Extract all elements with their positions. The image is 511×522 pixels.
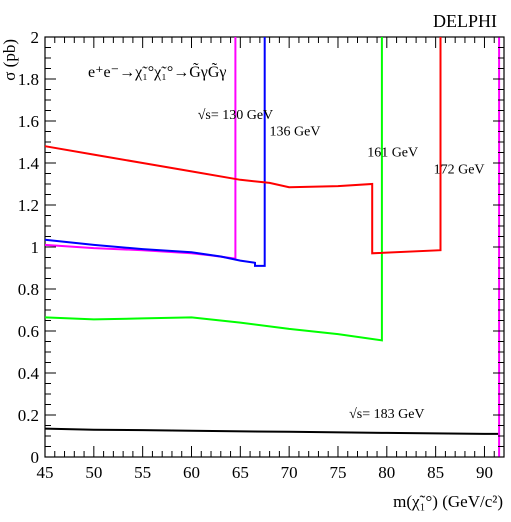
x-tick-label: 55: [134, 463, 151, 482]
ticks-layer: 45 50 55 60 65 70 75 80 85 90 0 0.2 0.4 0.6 0.8 1 1.2 1.4…: [18, 28, 505, 482]
x-tick-label: 60: [183, 463, 200, 482]
x-tick-label: 85: [427, 463, 444, 482]
y-tick-label: 0.6: [18, 322, 39, 341]
x-tick-label: 65: [232, 463, 249, 482]
y-tick-label: 0.2: [18, 406, 39, 425]
y-tick-label: 0.4: [18, 364, 40, 383]
energy-annotation-2: 161 GeV: [367, 146, 418, 161]
y-tick-label: 1.8: [18, 70, 39, 89]
y-axis-title: σ (pb): [0, 39, 19, 81]
x-tick-label: 90: [476, 463, 493, 482]
annotations-layer: √s= 130 GeV 136 GeV 161 GeV 172 GeV √s= 183 …: [198, 108, 485, 422]
energy-annotation-4: √s= 183 GeV: [349, 407, 424, 422]
x-tick-label: 75: [329, 463, 346, 482]
energy-annotation-3: 172 GeV: [434, 163, 485, 178]
y-tick-label: 1: [31, 238, 40, 257]
y-tick-label: 0: [31, 448, 40, 467]
y-tick-label: 1.4: [18, 154, 40, 173]
x-tick-label: 50: [85, 463, 102, 482]
x-tick-label: 80: [378, 463, 395, 482]
header-label: DELPHI: [433, 11, 497, 31]
reaction-label: e⁺e⁻→χ̃₁°χ̃₁°→G̃γG̃γ: [88, 63, 227, 81]
series-layer: [44, 37, 501, 457]
energy-annotation-0: √s= 130 GeV: [198, 108, 273, 123]
series-line-2: [44, 37, 383, 342]
energy-annotation-1: 136 GeV: [270, 125, 321, 140]
y-tick-label: 1.6: [18, 112, 39, 131]
series-line-1: [44, 37, 266, 267]
y-tick-label: 2: [31, 28, 40, 47]
x-tick-label: 45: [37, 463, 54, 482]
series-line-4: [44, 427, 500, 435]
y-tick-label: 1.2: [18, 196, 39, 215]
series-line-3: [44, 37, 442, 255]
x-tick-label: 70: [281, 463, 298, 482]
y-tick-label: 0.8: [18, 280, 39, 299]
x-axis-title: m(χ̃₁°) (GeV/c²): [393, 492, 503, 511]
